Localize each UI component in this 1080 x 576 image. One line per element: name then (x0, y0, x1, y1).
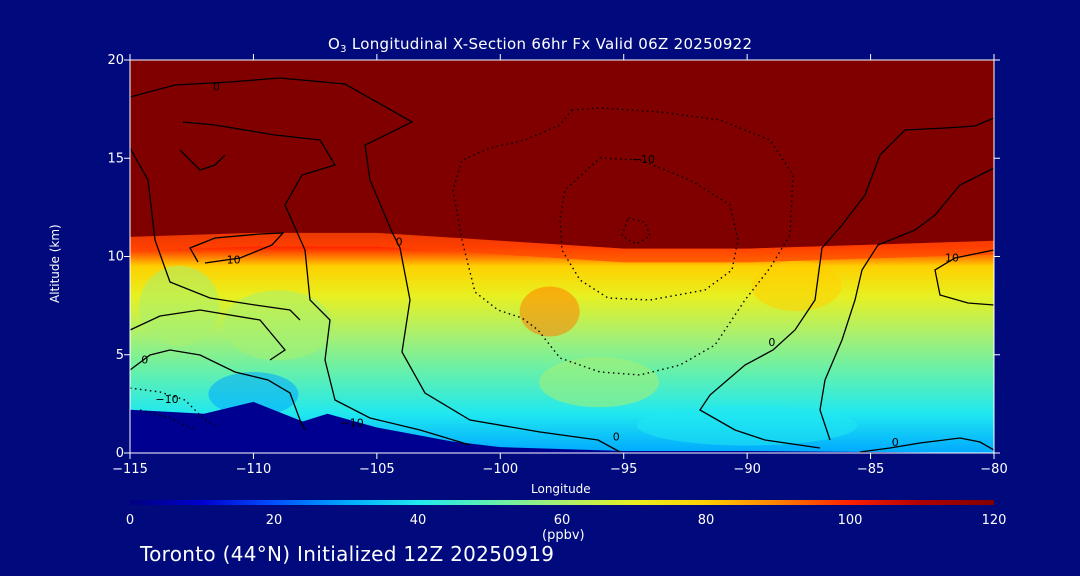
high-ozone-east (751, 260, 842, 311)
high-ozone-center (519, 286, 580, 337)
colorbar-tick-label: 120 (982, 513, 1007, 528)
contour-label: 0 (892, 436, 899, 449)
contour-label: 0 (995, 112, 1002, 125)
dotted-negative-contours (130, 107, 794, 431)
contour-label: 0 (613, 430, 620, 443)
colorbar-tick-label: 40 (410, 513, 427, 528)
footer-caption: Toronto (44°N) Initialized 12Z 20250919 (140, 542, 555, 566)
x-tick-label: −90 (733, 462, 760, 477)
x-tick-label: −80 (980, 462, 1007, 477)
colorbar-tick-label: 60 (554, 513, 571, 528)
contour-label: 10 (227, 253, 241, 266)
chart-title: O3 Longitudinal X-Section 66hr Fx Valid … (328, 35, 753, 55)
colorbar-tick-label: 20 (266, 513, 283, 528)
stratosphere-region (130, 60, 994, 249)
contour-zero-west (130, 77, 621, 453)
contour-zero-far-west (130, 147, 301, 321)
x-axis-label: Longitude (531, 482, 591, 496)
contour-label: −10 (632, 153, 655, 166)
contour-labels: 0 0 10 −10 0 10 0 0 −10 −10 0 0 (141, 81, 1002, 450)
contour-lines (130, 77, 994, 453)
x-tick-label: −85 (857, 462, 884, 477)
y-axis: 0 5 10 15 20 (107, 53, 1000, 461)
tropopause-gradient-band (130, 232, 994, 263)
midlevel-ozone (539, 357, 660, 408)
contour-zero-loop (179, 149, 226, 171)
contour-ten-east (934, 249, 994, 306)
x-tick-label: −115 (112, 462, 148, 477)
contour-zero-east-inner (819, 167, 994, 441)
contour-neg10-core (621, 217, 651, 245)
colorbar-unit: (ppbv) (542, 528, 585, 543)
contour-label: 0 (768, 336, 775, 349)
colorbar: 0 20 40 60 80 100 120 (126, 500, 1007, 528)
contour-zero-west-inner (182, 121, 471, 446)
x-tick-label: −105 (359, 462, 395, 477)
colorbar-tick-label: 80 (698, 513, 715, 528)
y-tick-label: 20 (107, 53, 124, 68)
contour-label: 10 (945, 251, 959, 264)
low-ozone-west (139, 265, 220, 346)
terrain-mask (130, 401, 994, 453)
colorbar-tick-label: 100 (838, 513, 863, 528)
low-ozone-sw (208, 372, 299, 417)
y-axis-label: Altitude (km) (48, 224, 62, 303)
colorbar-gradient (130, 500, 994, 505)
contour-label: −10 (155, 393, 178, 406)
boundary-layer-ozone (637, 405, 858, 446)
contour-label: 0 (141, 354, 148, 367)
x-tick-label: −100 (482, 462, 518, 477)
contour-ten-west (189, 232, 285, 264)
contour-label: 0 (213, 81, 220, 94)
y-tick-label: 0 (116, 446, 124, 461)
contour-zero-se (859, 437, 994, 453)
y-tick-label: 5 (116, 348, 124, 363)
low-ozone-west-2 (223, 290, 334, 361)
plot-area: 0 0 10 −10 0 10 0 0 −10 −10 0 0 (130, 60, 1002, 453)
contour-label: −10 (341, 417, 364, 430)
x-axis: −115 −110 −105 −100 −95 −90 −85 −80 (112, 54, 1008, 477)
contour-label: 0 (396, 236, 403, 249)
contour-zero-east (699, 117, 994, 449)
contour-zero-sw2 (130, 309, 286, 361)
contour-neg10-sw (130, 387, 216, 426)
contour-neg10-sw2 (139, 409, 196, 431)
colorbar-ticks: 0 20 40 60 80 100 120 (126, 513, 1007, 528)
y-tick-label: 10 (107, 250, 124, 265)
x-tick-label: −110 (236, 462, 272, 477)
contour-zero-sw (130, 349, 306, 431)
y-tick-label: 15 (107, 151, 124, 166)
colorbar-tick-label: 0 (126, 513, 134, 528)
x-tick-label: −95 (610, 462, 637, 477)
